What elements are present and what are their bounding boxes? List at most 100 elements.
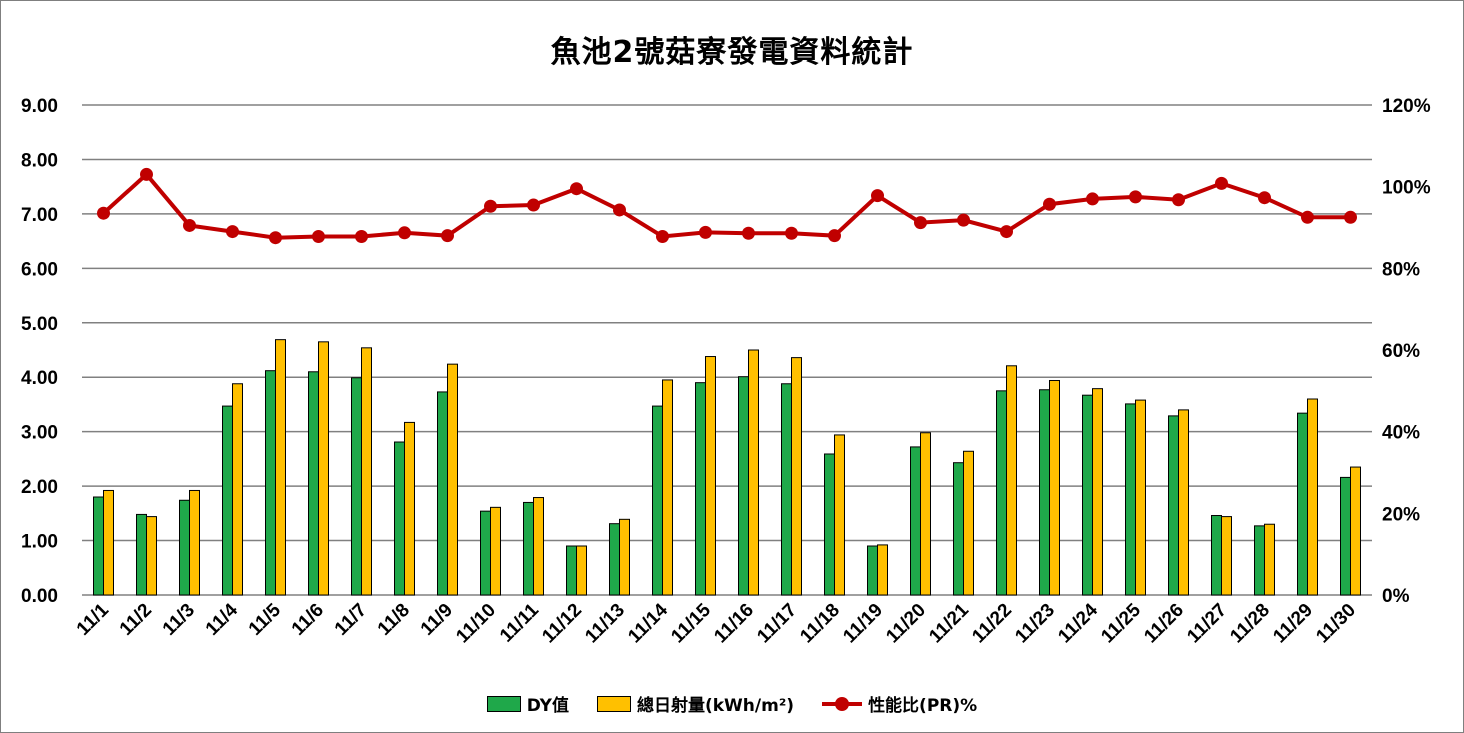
point-pr xyxy=(140,167,153,181)
bar-dy xyxy=(1211,515,1222,596)
x-tick-label: 11/19 xyxy=(839,600,887,648)
point-pr xyxy=(1215,176,1228,190)
bar-irradiance xyxy=(877,544,888,596)
bar-irradiance xyxy=(791,357,802,596)
bar-irradiance xyxy=(1307,398,1318,596)
bar-dy xyxy=(910,446,921,596)
y-right-tick-label: 120% xyxy=(1382,96,1431,117)
x-tick-label: 11/1 xyxy=(73,599,114,640)
y-left-tick-label: 7.00 xyxy=(21,205,58,226)
bar-irradiance xyxy=(447,363,458,596)
bar-dy xyxy=(1082,394,1093,596)
bar-dy xyxy=(1254,525,1265,596)
y-left-tick-label: 1.00 xyxy=(21,532,58,553)
bar-dy xyxy=(1297,412,1308,596)
point-pr xyxy=(957,213,970,227)
x-tick-label: 11/15 xyxy=(667,599,715,647)
point-pr xyxy=(613,203,626,217)
bar-irradiance xyxy=(1264,523,1275,596)
y-left-tick-label: 3.00 xyxy=(21,423,58,444)
bar-irradiance xyxy=(404,421,415,596)
bar-dy xyxy=(1340,476,1351,596)
y-left-tick-label: 0.00 xyxy=(21,586,58,607)
bar-dy xyxy=(265,370,276,596)
bar-dy xyxy=(351,377,362,596)
y-right-tick-label: 0% xyxy=(1382,586,1410,607)
point-pr xyxy=(699,225,712,239)
bar-dy xyxy=(437,391,448,596)
x-tick-label: 11/23 xyxy=(1011,600,1059,648)
point-pr xyxy=(183,218,196,232)
legend-swatch-dy xyxy=(486,695,521,712)
bar-irradiance xyxy=(103,489,114,596)
legend-swatch-irradiance xyxy=(596,695,631,712)
x-tick-label: 11/27 xyxy=(1183,600,1231,648)
point-pr xyxy=(914,216,927,230)
bar-dy xyxy=(566,545,577,596)
x-tick-label: 11/18 xyxy=(796,600,844,648)
x-tick-label: 11/9 xyxy=(417,600,457,640)
bar-irradiance xyxy=(189,489,200,596)
bar-dy xyxy=(136,513,147,596)
point-pr xyxy=(97,206,110,220)
point-pr xyxy=(1258,191,1271,205)
legend-label-dy: DY值 xyxy=(526,696,569,716)
bar-irradiance xyxy=(834,434,845,596)
bar-dy xyxy=(609,523,620,596)
y-right-tick-label: 20% xyxy=(1382,504,1420,525)
point-pr xyxy=(1086,192,1099,206)
x-tick-label: 11/29 xyxy=(1269,600,1317,648)
bar-irradiance xyxy=(1178,409,1189,596)
point-pr xyxy=(355,229,368,243)
y-left-tick-label: 4.00 xyxy=(21,368,58,389)
x-tick-label: 11/2 xyxy=(116,600,156,640)
x-tick-label: 11/14 xyxy=(624,599,672,647)
bar-dy xyxy=(996,390,1007,596)
bar-dy xyxy=(738,376,749,596)
point-pr xyxy=(1129,190,1142,204)
point-pr xyxy=(1344,210,1357,224)
chart-title: 魚池2號菇寮發電資料統計 xyxy=(550,35,914,70)
x-tick-label: 11/26 xyxy=(1140,600,1188,648)
bar-irradiance xyxy=(490,506,501,596)
legend-label-irradiance: 總日射量(kWh/m²) xyxy=(636,696,795,716)
x-tick-label: 11/11 xyxy=(496,599,543,646)
y-right-tick-label: 40% xyxy=(1382,423,1420,444)
bar-irradiance xyxy=(533,497,544,596)
series-line-pr xyxy=(102,171,1351,240)
x-tick-label: 11/30 xyxy=(1312,600,1360,648)
bar-dy xyxy=(867,545,878,596)
point-pr xyxy=(527,198,540,212)
point-pr xyxy=(226,225,239,239)
bar-irradiance xyxy=(619,518,630,596)
bar-irradiance xyxy=(748,349,759,596)
x-tick-label: 11/12 xyxy=(538,600,586,648)
point-pr xyxy=(1000,225,1013,239)
point-pr xyxy=(1301,210,1314,224)
bar-dy xyxy=(93,496,104,596)
x-tick-label: 11/6 xyxy=(288,600,328,640)
point-pr xyxy=(1043,197,1056,211)
bar-irradiance xyxy=(146,516,157,596)
legend-item-pr: 性能比(PR)% xyxy=(822,691,977,716)
point-pr xyxy=(312,229,325,243)
point-pr xyxy=(484,199,497,213)
x-tick-label: 11/3 xyxy=(159,600,199,640)
bar-irradiance xyxy=(232,383,243,596)
bar-irradiance xyxy=(920,432,931,596)
bar-dy xyxy=(179,499,190,596)
bar-irradiance xyxy=(1092,388,1103,596)
bar-dy xyxy=(222,405,233,596)
bar-irradiance xyxy=(1350,466,1361,596)
point-pr xyxy=(828,229,841,243)
legend: DY值 總日射量(kWh/m²) 性能比(PR)% xyxy=(1,691,1463,716)
point-pr xyxy=(269,231,282,245)
bar-dy xyxy=(1039,389,1050,596)
x-tick-label: 11/16 xyxy=(710,600,758,648)
y-left-tick-label: 8.00 xyxy=(21,150,58,171)
x-tick-label: 11/28 xyxy=(1226,600,1274,648)
x-tick-label: 11/7 xyxy=(331,600,371,640)
point-pr xyxy=(1172,193,1185,207)
bar-irradiance xyxy=(662,379,673,596)
